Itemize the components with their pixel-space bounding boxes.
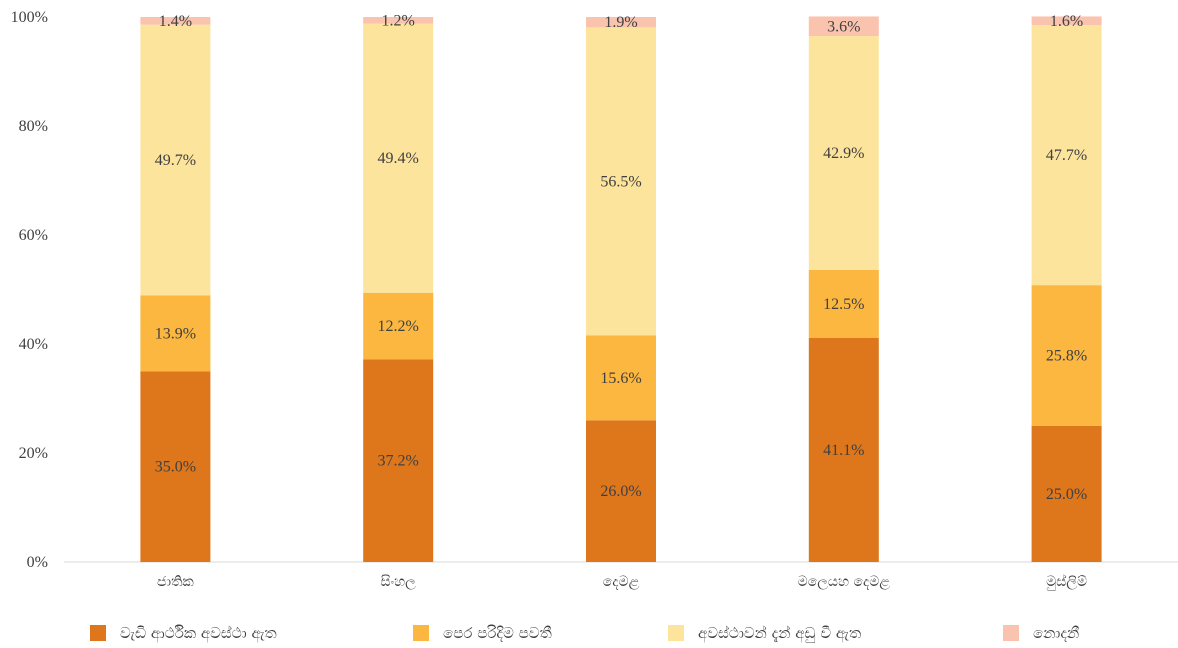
bar-segment (586, 17, 656, 28)
data-label: 15.6% (600, 370, 641, 387)
x-category-label: මුස්ලිම් (1046, 574, 1087, 591)
data-label: 41.1% (823, 442, 864, 459)
data-label: 37.2% (378, 453, 419, 470)
x-category-label: දෙමළ (603, 574, 640, 590)
bar-segment (1031, 25, 1102, 286)
legend-swatch (413, 625, 429, 641)
bar-stacks: 35.0% 13.9% 49.7% 1.4% 37.2% 12.2% 49.4% 1.2% 26… (140, 12, 1102, 562)
legend-item: වැඩි ආර්ථික අවස්ථා ඇත (90, 624, 277, 642)
legend-item: පෙර පරිදිම පවතී (413, 624, 552, 642)
data-label: 49.7% (155, 152, 196, 169)
bar-segment (140, 295, 211, 372)
bar-segment (363, 17, 434, 24)
data-label: 56.5% (600, 173, 641, 190)
data-label: 25.8% (1046, 347, 1087, 364)
data-label: 42.9% (823, 145, 864, 162)
y-tick-label: 80% (19, 118, 48, 135)
bar-segment (363, 23, 434, 293)
bar-segment (140, 371, 211, 562)
bar-segment (586, 27, 656, 336)
legend-item: අවස්ථාවන් දැන් අඩු වී ඇත (668, 624, 861, 642)
y-tick-label: 100% (11, 9, 48, 26)
bar-segment (1031, 285, 1102, 426)
bar-segment (363, 292, 434, 360)
y-tick-label: 20% (19, 445, 48, 462)
legend-swatch (90, 625, 106, 641)
legend-swatch (668, 625, 684, 641)
data-label: 1.2% (382, 12, 415, 29)
data-label: 26.0% (600, 483, 641, 500)
data-label: 1.6% (1050, 13, 1083, 30)
data-label: 3.6% (827, 18, 860, 35)
data-label: 12.5% (823, 296, 864, 313)
y-tick-label: 40% (19, 336, 48, 353)
legend-label: පෙර පරිදිම පවතී (443, 624, 552, 642)
bar-segment (140, 17, 211, 25)
legend-label: අවස්ථාවන් දැන් අඩු වී ඇත (698, 624, 862, 642)
x-category-label: සිංහල (381, 574, 417, 590)
bar-segment (808, 338, 879, 562)
bar-segment (808, 16, 879, 37)
y-tick-label: 0% (27, 554, 48, 571)
bar-segment (140, 24, 211, 296)
data-label: 25.0% (1046, 486, 1087, 503)
bar-segment (363, 359, 434, 562)
chart-legend: වැඩි ආර්ථික අවස්ථා ඇත පෙර පරිදිම පවතී අවස්… (0, 618, 1178, 648)
data-label: 49.4% (378, 150, 419, 167)
legend-swatch (1003, 625, 1019, 641)
data-label: 13.9% (155, 325, 196, 342)
bar-segment (586, 420, 656, 562)
bar-segment (1031, 16, 1102, 26)
x-axis-category-labels: ජාතික සිංහල දෙමළ මලෙයහ දෙමළ මුස්ලිම් (157, 574, 1087, 591)
data-label: 12.2% (378, 318, 419, 335)
data-label: 47.7% (1046, 147, 1087, 164)
data-label: 1.9% (604, 14, 637, 31)
stacked-bar-chart: 0% 20% 40% 60% 80% 100% 35.0% 13.9% 49.7% 1.4% 37… (11, 9, 1178, 591)
data-label: 35.0% (155, 459, 196, 476)
legend-label: නොදනී (1033, 624, 1080, 642)
x-category-label: මලෙයහ දෙමළ (798, 574, 891, 590)
legend-item: නොදනී (1003, 624, 1079, 642)
bar-segment (586, 335, 656, 421)
bar-segment (808, 36, 879, 270)
x-category-label: ජාතික (157, 574, 194, 590)
bar-segment (808, 269, 879, 339)
bar-segment (1031, 425, 1102, 562)
data-label: 1.4% (159, 13, 192, 30)
legend-label: වැඩි ආර්ථික අවස්ථා ඇත (120, 624, 277, 642)
y-tick-label: 60% (19, 227, 48, 244)
y-axis-tick-labels: 0% 20% 40% 60% 80% 100% (11, 9, 48, 571)
